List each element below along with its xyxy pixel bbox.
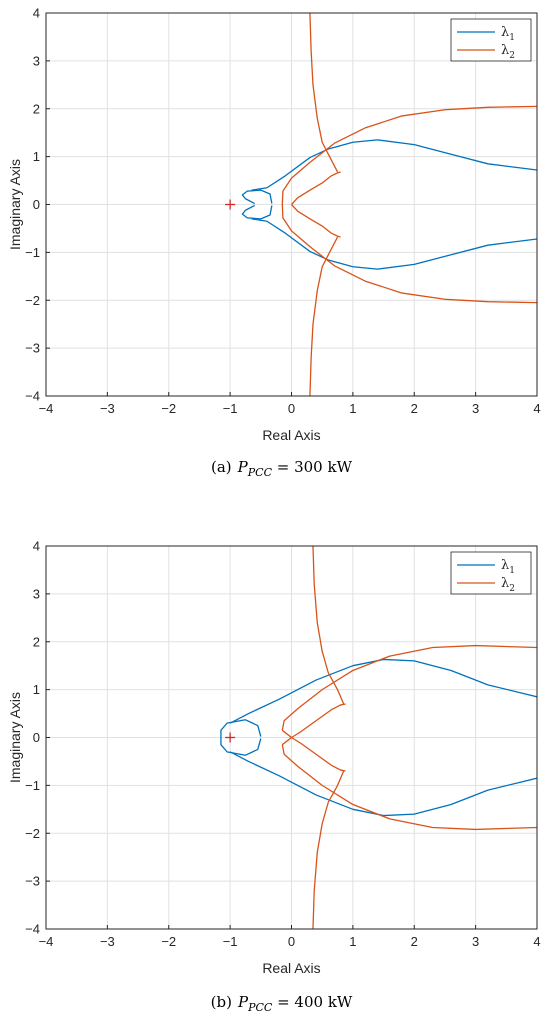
series-2-branch-7 xyxy=(291,736,346,772)
y-tick-label: 2 xyxy=(33,634,40,649)
y-tick-label: 2 xyxy=(33,101,40,116)
legend-box xyxy=(450,18,532,62)
x-tick-label: 0 xyxy=(288,401,295,416)
y-tick-label: −1 xyxy=(25,245,40,260)
legend-subscript: 1 xyxy=(509,33,515,43)
y-axis-label: Imaginary Axis xyxy=(7,159,23,250)
legend-label-1: λ1 xyxy=(501,25,515,43)
y-tick-label: −3 xyxy=(25,341,40,356)
series-2-branch-4 xyxy=(281,204,537,304)
y-tick-label: −4 xyxy=(25,922,40,937)
x-tick-label: −2 xyxy=(161,934,176,949)
y-tick-label: 3 xyxy=(33,53,40,68)
x-tick-label: 0 xyxy=(288,934,295,949)
y-axis-label: Imaginary Axis xyxy=(7,692,23,783)
x-tick-label: 1 xyxy=(349,401,356,416)
series-1-branch-3 xyxy=(229,658,537,724)
x-tick-label: −1 xyxy=(223,934,238,949)
y-tick-label: −2 xyxy=(25,293,40,308)
panel-caption: (b) PPCC = 400 kW xyxy=(211,993,353,1014)
y-tick-label: −1 xyxy=(25,778,40,793)
panel-caption: (a) PPCC = 300 kW xyxy=(211,458,353,479)
y-tick-label: 0 xyxy=(33,197,40,212)
caption-subscript: PCC xyxy=(247,466,273,479)
x-axis-label: Real Axis xyxy=(262,427,320,443)
legend-symbol: λ xyxy=(501,558,509,573)
legend-symbol: λ xyxy=(501,576,509,591)
y-tick-label: 0 xyxy=(33,730,40,745)
x-tick-label: −4 xyxy=(39,401,54,416)
series-2-branch-3 xyxy=(281,105,537,205)
y-tick-label: −4 xyxy=(25,389,40,404)
series-1-branch-2 xyxy=(220,737,262,756)
x-tick-label: −3 xyxy=(100,934,115,949)
open-loop-pole-marker xyxy=(225,199,236,210)
series-1-branch-2 xyxy=(241,204,273,220)
y-tick-label: −2 xyxy=(25,826,40,841)
y-tick-label: 1 xyxy=(33,682,40,697)
x-axis-label: Real Axis xyxy=(262,960,320,976)
series-2-branch-5 xyxy=(281,729,292,739)
legend-label-1: λ1 xyxy=(501,558,515,576)
x-tick-label: 4 xyxy=(533,401,540,416)
series-group xyxy=(220,546,537,929)
y-tick-label: −3 xyxy=(25,874,40,889)
caption-value: = 400 kW xyxy=(272,993,353,1011)
open-loop-pole-marker xyxy=(225,732,236,743)
x-tick-label: −4 xyxy=(39,934,54,949)
x-tick-label: −3 xyxy=(100,401,115,416)
series-1-branch-4 xyxy=(229,751,537,817)
series-2-branch-1 xyxy=(309,13,339,173)
series-2-branch-4 xyxy=(281,744,537,831)
x-tick-label: 3 xyxy=(472,934,479,949)
x-tick-label: 4 xyxy=(533,934,540,949)
legend-symbol: λ xyxy=(501,43,509,58)
series-2-branch-3 xyxy=(281,644,537,731)
x-tick-label: −2 xyxy=(161,401,176,416)
series-1-branch-4 xyxy=(251,218,537,270)
y-tick-label: 3 xyxy=(33,586,40,601)
x-tick-label: 2 xyxy=(411,934,418,949)
legend-label-2: λ2 xyxy=(501,576,515,594)
legend-subscript: 2 xyxy=(509,584,515,594)
series-2-branch-1 xyxy=(312,546,345,705)
caption-letter: (b) xyxy=(211,993,232,1011)
legend-box xyxy=(450,551,532,595)
caption-subscript: PCC xyxy=(247,1001,273,1014)
y-tick-label: 4 xyxy=(33,6,40,21)
series-2-branch-2 xyxy=(309,236,339,396)
caption-value: = 300 kW xyxy=(272,458,353,476)
x-tick-label: 1 xyxy=(349,934,356,949)
y-tick-label: 4 xyxy=(33,539,40,554)
x-tick-label: 2 xyxy=(411,401,418,416)
caption-variable: P xyxy=(237,993,249,1011)
series-2-branch-8 xyxy=(281,736,292,746)
caption-letter: (a) xyxy=(211,458,232,476)
series-2-branch-2 xyxy=(312,770,345,929)
chart-panel-a: −4 −3 −2 −1 0 1 2 3 4 −4 −3 −2 −1 0 1 2 3 4 Real Axis Imagi… xyxy=(7,6,541,480)
y-tick-label: 1 xyxy=(33,149,40,164)
legend-subscript: 1 xyxy=(509,566,515,576)
series-1-branch-3 xyxy=(251,139,537,191)
x-tick-label: −1 xyxy=(223,401,238,416)
chart-panel-b: −4 −3 −2 −1 0 1 2 3 4 −4 −3 −2 −1 0 1 2 3 4 Real Axis Imagi… xyxy=(7,539,541,1015)
series-1-branch-1 xyxy=(220,719,262,738)
series-1-branch-1 xyxy=(241,189,273,205)
series-2-branch-6 xyxy=(291,703,346,739)
legend-symbol: λ xyxy=(501,25,509,40)
series-2-branch-5 xyxy=(291,171,341,205)
legend-label-2: λ2 xyxy=(501,43,515,61)
x-tick-label: 3 xyxy=(472,401,479,416)
series-group xyxy=(241,13,537,396)
legend-subscript: 2 xyxy=(509,51,515,61)
caption-variable: P xyxy=(237,458,249,476)
series-2-branch-6 xyxy=(291,204,341,238)
